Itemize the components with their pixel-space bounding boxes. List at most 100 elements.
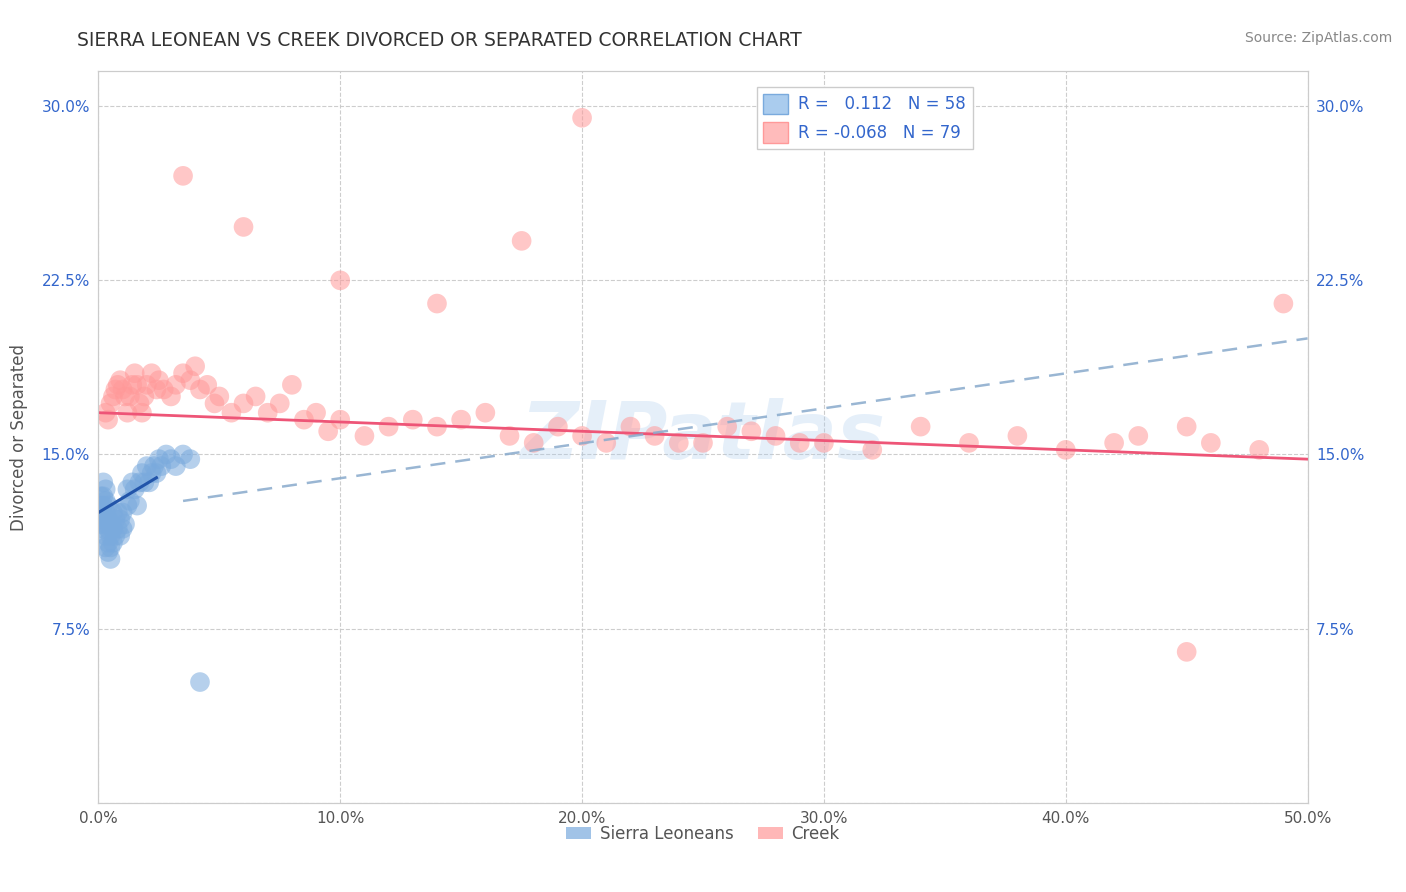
Point [101,506,124,520]
Point [152,383,174,397]
Point [94,541,117,555]
Point [118,389,141,403]
Point [184,359,207,374]
Point [131,406,153,420]
Point [91,522,114,536]
Point [141,366,163,380]
Point [145,383,167,397]
Point [128,396,150,410]
Point [135,459,157,474]
Point [498,429,520,443]
Point [107,522,129,536]
Point [91,512,114,526]
Point [100,552,122,566]
Point [329,412,352,426]
Point [108,373,131,387]
Point [101,535,124,549]
Point [111,383,134,397]
Point [221,406,243,420]
Point [117,406,139,420]
Point [813,436,835,450]
Point [353,429,375,443]
Point [148,373,170,387]
Point [765,429,787,443]
Point [118,494,141,508]
Point [134,475,156,490]
Point [426,296,449,310]
Point [1199,436,1222,450]
Point [124,483,146,497]
Point [135,377,157,392]
Point [97,545,120,559]
Point [1249,442,1271,457]
Point [179,373,201,387]
Point [107,377,129,392]
Point [108,529,131,543]
Point [402,412,425,426]
Point [668,436,690,450]
Legend: Sierra Leoneans, Creek: Sierra Leoneans, Creek [560,818,846,849]
Point [97,522,120,536]
Point [595,436,617,450]
Point [100,396,122,410]
Point [100,517,122,532]
Point [188,675,211,690]
Point [94,494,117,508]
Point [1102,436,1125,450]
Point [145,466,167,480]
Text: ZIPatlas: ZIPatlas [520,398,886,476]
Point [474,406,496,420]
Point [426,419,449,434]
Point [91,475,114,490]
Point [97,412,120,426]
Point [179,452,201,467]
Point [316,424,339,438]
Point [172,366,194,380]
Point [172,448,194,462]
Point [90,506,112,520]
Point [172,169,194,183]
Point [188,383,211,397]
Point [1175,419,1198,434]
Point [165,459,187,474]
Point [101,522,124,536]
Point [377,419,399,434]
Point [155,448,177,462]
Point [292,412,315,426]
Point [138,475,160,490]
Point [114,389,136,403]
Point [124,366,146,380]
Point [716,419,738,434]
Point [160,452,183,467]
Point [450,412,472,426]
Point [127,499,149,513]
Point [692,436,714,450]
Point [91,489,114,503]
Point [571,111,593,125]
Point [571,429,593,443]
Point [97,535,120,549]
Point [150,459,173,474]
Point [114,517,136,532]
Point [104,383,127,397]
Point [134,389,156,403]
Point [94,406,117,420]
Point [957,436,980,450]
Point [1007,429,1029,443]
Text: SIERRA LEONEAN VS CREEK DIVORCED OR SEPARATED CORRELATION CHART: SIERRA LEONEAN VS CREEK DIVORCED OR SEPA… [77,31,801,50]
Text: Source: ZipAtlas.com: Source: ZipAtlas.com [1244,31,1392,45]
Y-axis label: Divorced or Separated: Divorced or Separated [10,343,28,531]
Point [305,406,328,420]
Point [141,466,163,480]
Point [165,377,187,392]
Point [101,389,124,403]
Point [94,517,117,532]
Point [160,389,183,403]
Point [121,377,143,392]
Point [91,499,114,513]
Point [740,424,762,438]
Point [329,273,352,287]
Point [256,406,278,420]
Point [127,377,149,392]
Point [107,506,129,520]
